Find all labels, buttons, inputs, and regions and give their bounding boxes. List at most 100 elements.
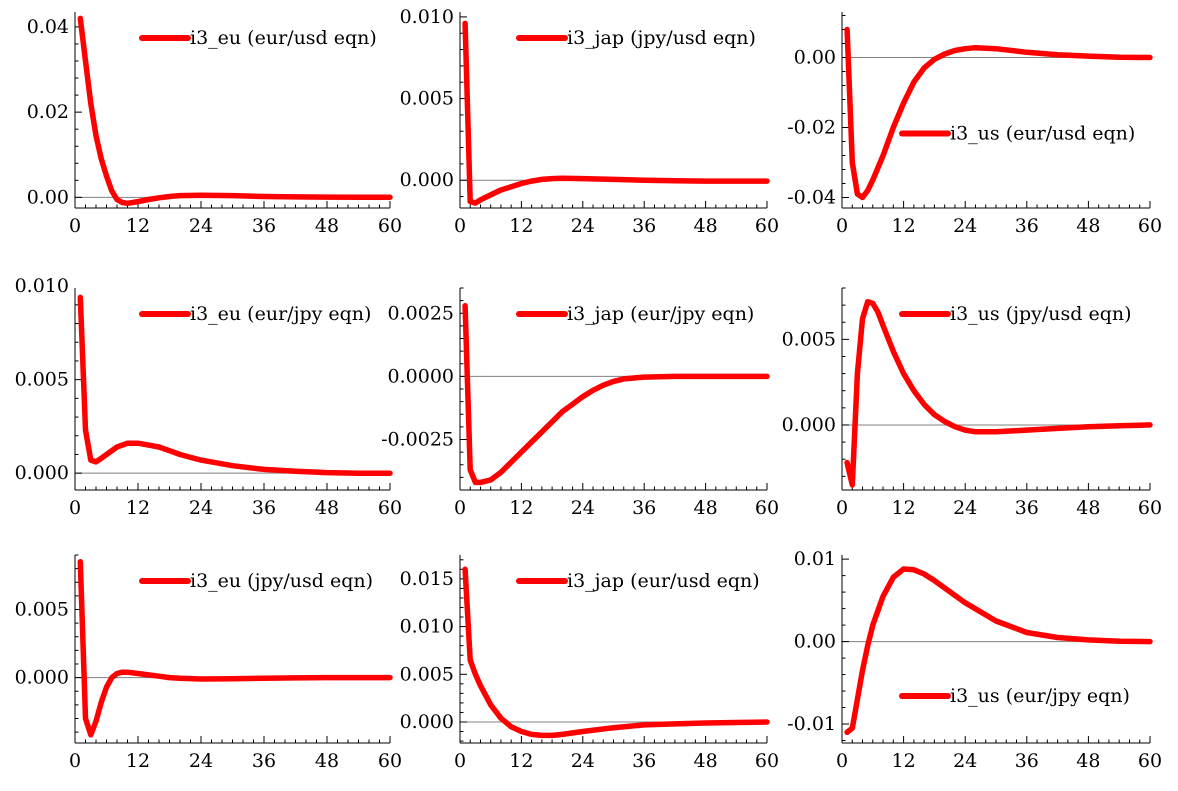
x-tick-label: 0 bbox=[69, 215, 81, 237]
x-tick-label: 48 bbox=[315, 750, 339, 772]
legend-label: i3_us (jpy/usd eqn) bbox=[950, 303, 1132, 325]
chart-panel-2-1: 0 12 24 36 48 60 0.000 0.005 0.010 i3_eu (eur/jpy… bbox=[15, 275, 403, 519]
x-tick-label: 36 bbox=[252, 750, 276, 772]
x-tick-label: 60 bbox=[755, 750, 779, 772]
legend-label: i3_jap (jpy/usd eqn) bbox=[567, 27, 756, 49]
y-tick-label: 0.010 bbox=[400, 616, 454, 638]
legend-label: i3_us (eur/jpy eqn) bbox=[950, 685, 1130, 707]
x-tick-label: 48 bbox=[1076, 497, 1100, 519]
x-tick-label: 24 bbox=[189, 750, 213, 772]
legend-label: i3_jap (eur/usd eqn) bbox=[567, 570, 760, 592]
chart-panel-2-3: 0 12 24 36 48 60 0.000 0.005 i3_us (jpy/usd eqn) bbox=[782, 287, 1162, 519]
y-tick-label: 0.005 bbox=[400, 663, 454, 685]
legend-label: i3_eu (eur/jpy eqn) bbox=[190, 303, 371, 325]
x-tick-label: 24 bbox=[953, 750, 977, 772]
x-tick-label: 0 bbox=[836, 215, 848, 237]
x-tick-label: 48 bbox=[694, 215, 718, 237]
x-tick-label: 48 bbox=[315, 497, 339, 519]
chart-panel-3-1: 0 12 24 36 48 60 0.000 0.005 i3_eu (jpy/usd eqn) bbox=[15, 554, 402, 772]
y-tick-label: 0.04 bbox=[27, 16, 69, 38]
y-tick-label: 0.000 bbox=[15, 667, 69, 689]
x-tick-label: 0 bbox=[836, 750, 848, 772]
legend-label: i3_eu (jpy/usd eqn) bbox=[190, 570, 373, 592]
y-tick-label: -0.01 bbox=[787, 713, 836, 735]
series-line bbox=[462, 20, 770, 206]
x-tick-label: 36 bbox=[252, 215, 276, 237]
x-tick-label: 12 bbox=[126, 497, 150, 519]
chart-panel-2-2: 0 12 24 36 48 60 -0.0025 0.0000 0.0025 i3_jap (eu… bbox=[381, 287, 779, 519]
y-tick-label: 0.000 bbox=[15, 462, 69, 484]
legend-label: i3_jap (eur/jpy eqn) bbox=[567, 303, 754, 325]
series-line bbox=[462, 302, 770, 486]
x-tick-label: 12 bbox=[126, 215, 150, 237]
x-tick-label: 0 bbox=[836, 497, 848, 519]
y-tick-label: 0.0025 bbox=[388, 302, 454, 324]
y-tick-label: 0.00 bbox=[27, 186, 69, 208]
x-tick-label: 12 bbox=[892, 497, 916, 519]
x-tick-label: 24 bbox=[189, 497, 213, 519]
x-tick-label: 60 bbox=[1138, 497, 1162, 519]
x-tick-label: 60 bbox=[1138, 215, 1162, 237]
x-tick-label: 0 bbox=[454, 750, 466, 772]
y-tick-label: 0.005 bbox=[15, 598, 69, 620]
x-tick-label: 0 bbox=[454, 497, 466, 519]
x-tick-label: 60 bbox=[755, 215, 779, 237]
y-tick-label: -0.04 bbox=[787, 187, 836, 209]
y-tick-label: 0.010 bbox=[400, 6, 454, 28]
x-tick-label: 36 bbox=[252, 497, 276, 519]
chart-panel-1-3: 0 12 24 36 48 60 -0.04 -0.02 0.00 i3_us (eur/usd … bbox=[787, 12, 1162, 237]
x-tick-label: 12 bbox=[509, 497, 533, 519]
y-tick-label: 0.01 bbox=[794, 548, 836, 570]
x-tick-label: 24 bbox=[953, 497, 977, 519]
series-line bbox=[844, 566, 1153, 736]
x-tick-label: 60 bbox=[378, 215, 402, 237]
y-tick-label: -0.0025 bbox=[381, 429, 454, 451]
y-tick-label: 0.00 bbox=[794, 631, 836, 653]
x-tick-label: 24 bbox=[571, 750, 595, 772]
chart-panel-3-3: 0 12 24 36 48 60 -0.01 0.00 0.01 i3_us (eur/jpy e… bbox=[787, 548, 1162, 772]
y-tick-label: -0.02 bbox=[787, 117, 836, 139]
y-tick-label: 0.010 bbox=[15, 275, 69, 297]
series-line bbox=[462, 566, 770, 739]
y-tick-label: 0.000 bbox=[400, 711, 454, 733]
x-tick-label: 24 bbox=[189, 215, 213, 237]
x-tick-label: 36 bbox=[632, 750, 656, 772]
chart-panel-1-2: 0 12 24 36 48 60 0.000 0.005 0.010 i3_jap (jpy/us… bbox=[400, 6, 780, 237]
y-tick-label: 0.005 bbox=[782, 328, 836, 350]
x-tick-label: 12 bbox=[126, 750, 150, 772]
x-tick-label: 60 bbox=[378, 497, 402, 519]
x-tick-label: 36 bbox=[632, 497, 656, 519]
x-tick-label: 60 bbox=[755, 497, 779, 519]
x-tick-label: 24 bbox=[571, 497, 595, 519]
x-tick-label: 48 bbox=[1076, 750, 1100, 772]
series-line bbox=[844, 298, 1153, 488]
y-tick-label: 0.000 bbox=[400, 169, 454, 191]
legend-label: i3_us (eur/usd eqn) bbox=[950, 123, 1135, 145]
x-tick-label: 36 bbox=[1015, 215, 1039, 237]
x-tick-label: 12 bbox=[509, 750, 533, 772]
series-line bbox=[77, 15, 393, 207]
chart-panel-1-1: 0 12 24 36 48 60 0.00 0.02 0.04 i3_eu (eur/usd eq… bbox=[27, 12, 402, 237]
y-tick-label: 0.00 bbox=[794, 47, 836, 69]
y-tick-label: 0.02 bbox=[27, 101, 69, 123]
chart-panel-3-2: 0 12 24 36 48 60 0.000 0.005 0.010 0.015 i3_jap (e… bbox=[400, 555, 779, 772]
x-tick-label: 60 bbox=[378, 750, 402, 772]
x-tick-label: 36 bbox=[1015, 497, 1039, 519]
series-line bbox=[844, 26, 1153, 201]
y-tick-label: 0.015 bbox=[400, 568, 454, 590]
x-tick-label: 48 bbox=[694, 750, 718, 772]
legend-label: i3_eu (eur/usd eqn) bbox=[190, 27, 377, 49]
y-tick-label: 0.0000 bbox=[388, 365, 454, 387]
y-tick-label: 0.000 bbox=[782, 414, 836, 436]
series-line bbox=[77, 559, 393, 738]
x-tick-label: 0 bbox=[69, 497, 81, 519]
x-tick-label: 12 bbox=[892, 750, 916, 772]
x-tick-label: 12 bbox=[509, 215, 533, 237]
x-tick-label: 48 bbox=[315, 215, 339, 237]
y-tick-label: 0.005 bbox=[400, 88, 454, 110]
y-tick-label: 0.005 bbox=[15, 369, 69, 391]
series-line bbox=[77, 294, 393, 476]
x-tick-label: 36 bbox=[1015, 750, 1039, 772]
x-tick-label: 48 bbox=[694, 497, 718, 519]
